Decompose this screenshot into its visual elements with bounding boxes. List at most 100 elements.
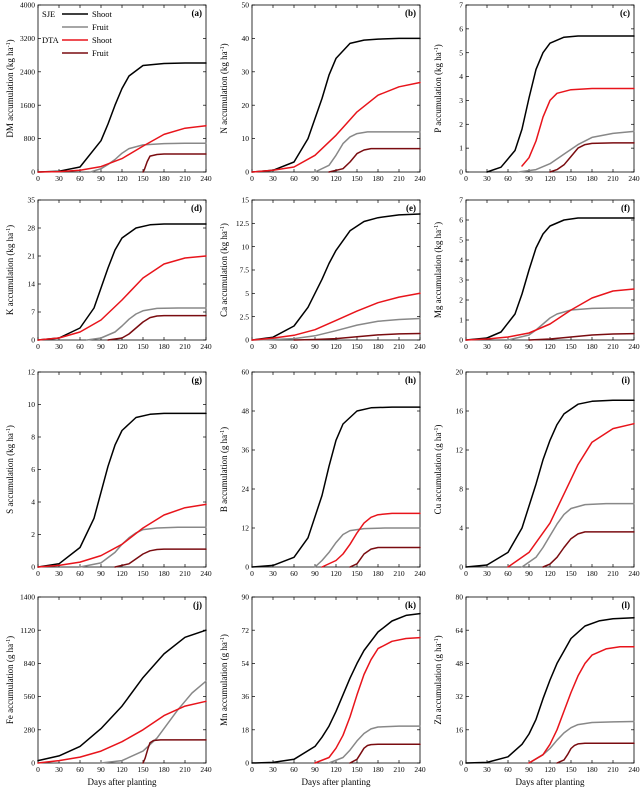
y-tick-label: 1120 bbox=[20, 626, 35, 635]
series-line-dta-fruit bbox=[293, 332, 421, 341]
series-line-dta-fruit bbox=[349, 546, 421, 568]
x-tick-label: 210 bbox=[179, 174, 191, 183]
x-tick-label: 150 bbox=[565, 569, 577, 578]
y-axis-label: Mg accumulation (kg ha-1) bbox=[433, 222, 443, 318]
series-line-sje-fruit bbox=[314, 527, 421, 568]
x-tick-label: 120 bbox=[544, 569, 556, 578]
y-tick-label: 90 bbox=[242, 593, 250, 602]
y-tick-label: 20 bbox=[456, 368, 464, 377]
panel-label: (j) bbox=[193, 600, 202, 610]
x-tick-label: 240 bbox=[414, 569, 426, 578]
y-axis-label: B accumulation (g ha-1) bbox=[219, 427, 229, 512]
y-axis-label: Cu accumulation (g ha-1) bbox=[433, 425, 443, 515]
x-tick-label: 150 bbox=[565, 765, 577, 774]
x-tick-label: 0 bbox=[250, 569, 254, 578]
x-tick-label: 60 bbox=[290, 569, 298, 578]
y-tick-label: 6 bbox=[459, 216, 463, 225]
series-line-sje-fruit bbox=[86, 307, 207, 341]
series-line-sje-shoot bbox=[37, 412, 207, 568]
x-tick-label: 90 bbox=[525, 765, 533, 774]
panel-label: (b) bbox=[405, 8, 416, 18]
y-tick-label: 2.5 bbox=[240, 312, 250, 321]
panel-label: (c) bbox=[620, 8, 630, 18]
plot-frame bbox=[465, 199, 635, 341]
series-line-sje-shoot bbox=[486, 35, 635, 173]
x-tick-label: 180 bbox=[586, 174, 598, 183]
x-tick-label: 150 bbox=[351, 174, 363, 183]
y-tick-label: 6 bbox=[31, 465, 35, 474]
legend-entry-label: Fruit bbox=[92, 48, 109, 58]
y-tick-label: 3 bbox=[459, 276, 463, 285]
y-tick-label: 20 bbox=[242, 101, 250, 110]
x-tick-label: 30 bbox=[55, 765, 63, 774]
y-tick-label: 72 bbox=[242, 626, 250, 635]
x-axis-label: Days after planting bbox=[516, 777, 585, 787]
y-tick-label: 36 bbox=[242, 692, 250, 701]
series-line-sje-shoot bbox=[251, 37, 421, 173]
y-tick-label: 840 bbox=[24, 659, 36, 668]
y-tick-label: 800 bbox=[24, 134, 36, 143]
plot-frame bbox=[37, 371, 207, 568]
y-axis-label: Fe accumulation (g ha-1) bbox=[5, 636, 15, 724]
y-tick-label: 48 bbox=[242, 407, 250, 416]
x-tick-label: 240 bbox=[628, 342, 640, 351]
series-line-dta-fruit bbox=[114, 548, 207, 568]
x-tick-label: 240 bbox=[200, 342, 212, 351]
series-line-dta-fruit bbox=[542, 531, 635, 568]
x-tick-label: 150 bbox=[137, 174, 149, 183]
x-tick-label: 90 bbox=[311, 174, 319, 183]
y-tick-label: 15 bbox=[242, 196, 250, 205]
series-line-dta-fruit bbox=[142, 153, 207, 173]
x-tick-label: 150 bbox=[351, 569, 363, 578]
panel-a: 0 30 60 90 120 150 180 210 240080016002400320040… bbox=[5, 1, 212, 183]
series-line-dta-shoot bbox=[251, 292, 421, 341]
x-tick-label: 240 bbox=[414, 342, 426, 351]
x-tick-label: 90 bbox=[525, 569, 533, 578]
series-line-sje-shoot bbox=[465, 217, 635, 341]
x-tick-label: 30 bbox=[269, 174, 277, 183]
x-tick-label: 210 bbox=[179, 569, 191, 578]
panel-label: (h) bbox=[405, 375, 416, 385]
y-tick-label: 16 bbox=[456, 407, 464, 416]
panel-b: 0 30 60 90 120 150 180 210 240 0 10 20 30 40 50 N accum… bbox=[219, 1, 426, 183]
x-tick-label: 90 bbox=[311, 342, 319, 351]
x-tick-label: 0 bbox=[36, 174, 40, 183]
x-tick-label: 180 bbox=[372, 342, 384, 351]
y-tick-label: 54 bbox=[242, 659, 250, 668]
series-line-dta-fruit bbox=[549, 142, 635, 173]
x-tick-label: 210 bbox=[393, 569, 405, 578]
series-line-sje-shoot bbox=[465, 399, 635, 568]
x-tick-label: 30 bbox=[55, 174, 63, 183]
y-tick-label: 7 bbox=[459, 1, 463, 10]
x-tick-label: 60 bbox=[290, 342, 298, 351]
y-tick-label: 4000 bbox=[20, 1, 35, 10]
x-tick-label: 60 bbox=[504, 174, 512, 183]
series-line-dta-shoot bbox=[465, 288, 635, 341]
y-tick-label: 0 bbox=[31, 336, 35, 345]
y-tick-label: 12 bbox=[456, 446, 464, 455]
x-tick-label: 60 bbox=[76, 569, 84, 578]
y-tick-label: 280 bbox=[24, 725, 36, 734]
x-tick-label: 150 bbox=[565, 342, 577, 351]
x-tick-label: 0 bbox=[250, 174, 254, 183]
x-tick-label: 0 bbox=[464, 569, 468, 578]
y-axis-label: DM accumulation (kg ha-1) bbox=[5, 39, 15, 137]
y-tick-label: 48 bbox=[456, 659, 464, 668]
y-tick-label: 0 bbox=[459, 759, 463, 768]
panel-h: 0 30 60 90 120 150 180 210 240 0 12 24 36 48 60 B accum… bbox=[219, 368, 426, 578]
series-line-sje-shoot bbox=[251, 612, 421, 764]
series-line-dta-shoot bbox=[507, 422, 635, 568]
x-tick-label: 180 bbox=[158, 765, 170, 774]
x-tick-label: 30 bbox=[483, 342, 491, 351]
x-tick-label: 120 bbox=[330, 569, 342, 578]
panel-g: 0 30 60 90 120 150 180 210 240 0 2 4 6 8 10 12 S accumul… bbox=[5, 368, 212, 578]
series-line-dta-fruit bbox=[142, 739, 207, 764]
series-line-dta-shoot bbox=[521, 87, 635, 167]
y-tick-label: 2400 bbox=[20, 67, 35, 76]
y-tick-label: 0 bbox=[245, 336, 249, 345]
x-tick-label: 120 bbox=[544, 342, 556, 351]
y-tick-label: 10 bbox=[28, 400, 36, 409]
series-line-sje-shoot bbox=[37, 223, 207, 341]
series-line-sje-fruit bbox=[89, 142, 207, 173]
x-tick-label: 90 bbox=[311, 765, 319, 774]
